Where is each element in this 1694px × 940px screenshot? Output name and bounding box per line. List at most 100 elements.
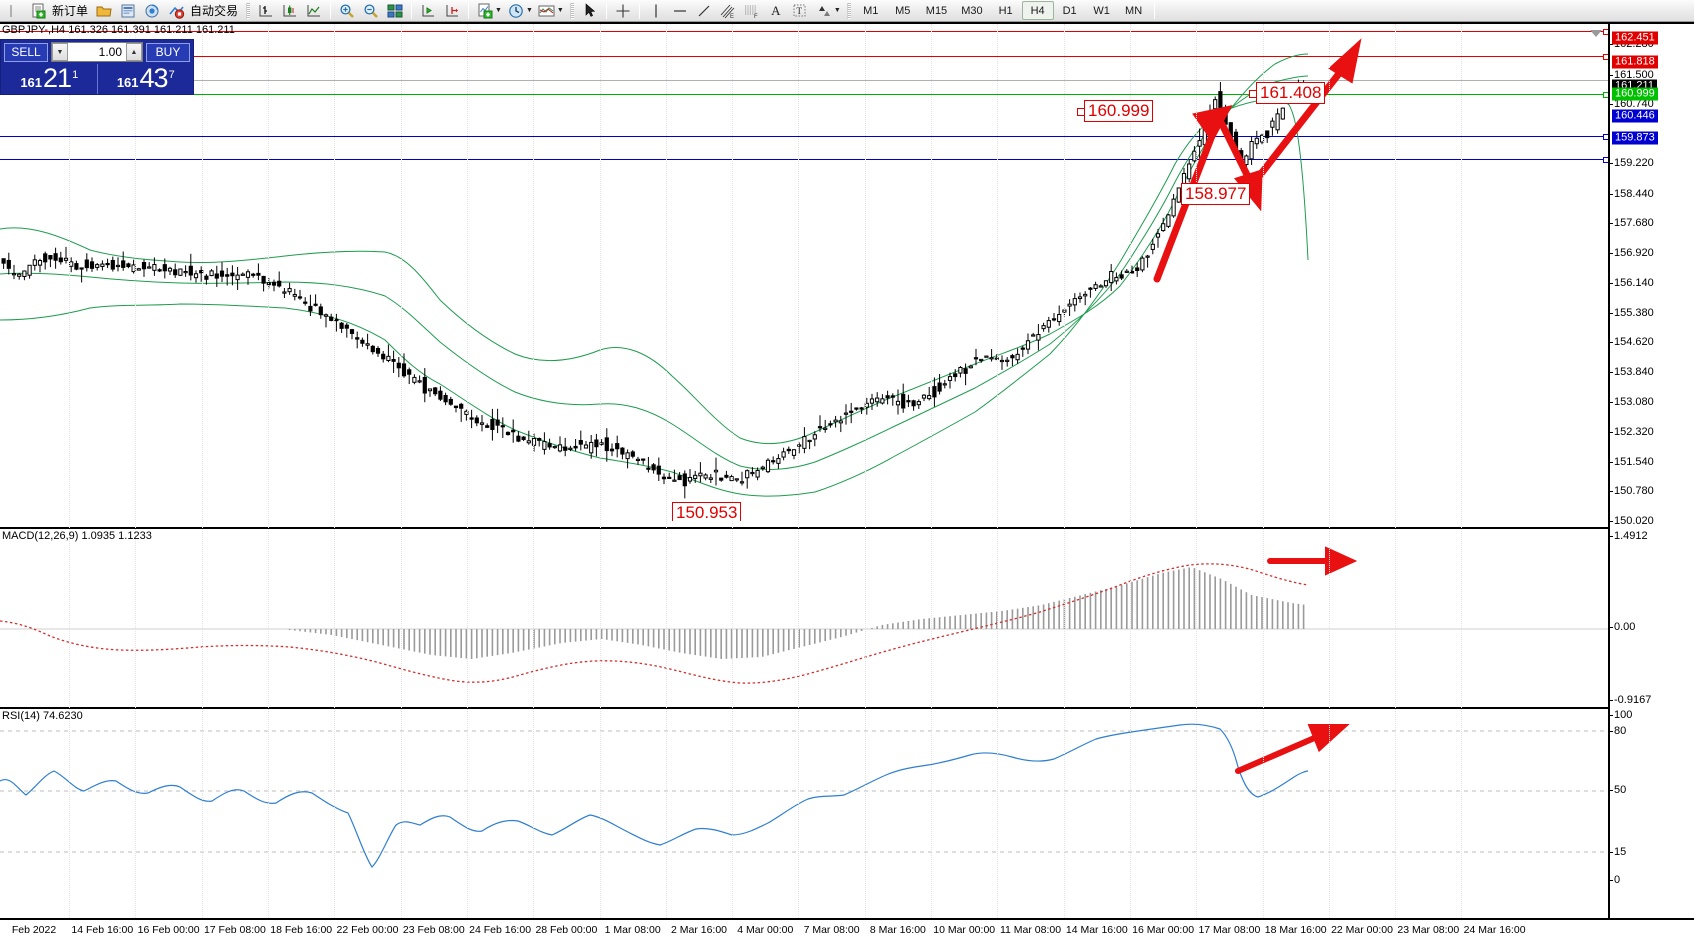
period-dropdown-icon[interactable]: ▼ <box>525 7 533 14</box>
shift-chart-icon[interactable] <box>417 1 439 21</box>
time-axis-tick: 24 Feb 16:00 <box>469 924 532 936</box>
price-axis-badge[interactable]: 161.818 <box>1612 55 1658 69</box>
time-gridline <box>997 24 999 940</box>
period-clock-icon[interactable] <box>505 1 527 21</box>
price-axis-badge[interactable]: 160.999 <box>1612 87 1658 101</box>
toolbar-separator-6 <box>1153 2 1155 19</box>
toolbar-separator-3 <box>468 2 470 19</box>
timeframe-m15[interactable]: M15 <box>925 4 948 17</box>
buy-price[interactable]: 161 43 7 <box>96 64 194 94</box>
one-click-trading-panel[interactable]: SELL ▼ 1.00 ▲ BUY 161 21 1 161 <box>0 39 194 95</box>
time-axis-tick: Feb 2022 <box>11 924 57 936</box>
timeframe-m5[interactable]: M5 <box>895 4 911 17</box>
text-label-icon[interactable]: A <box>771 2 781 18</box>
annotation-150953[interactable]: 150.953 <box>672 502 742 521</box>
auto-trading-label[interactable]: 自动交易 <box>190 4 239 18</box>
time-gridline <box>599 24 601 940</box>
price-axis-badge[interactable]: 162.451 <box>1612 31 1658 45</box>
toolbar-left-edge-icon[interactable] <box>3 1 25 21</box>
macd-axis-tick: 0.00 <box>1608 621 1636 633</box>
price-axis-tick: 150.780 <box>1609 485 1654 498</box>
line-chart-icon[interactable] <box>303 1 325 21</box>
timeframe-h4[interactable]: H4 <box>1021 1 1054 20</box>
folder-icon[interactable] <box>93 1 115 21</box>
equidistant-channel-icon[interactable]: E <box>717 1 739 21</box>
level-line-159873[interactable] <box>0 157 1608 163</box>
time-axis-tick: 18 Feb 16:00 <box>270 924 333 936</box>
macd-axis-tick: 1.4912 <box>1609 530 1648 542</box>
new-order-icon[interactable] <box>27 1 49 21</box>
candlestick-chart-icon[interactable] <box>279 1 301 21</box>
annotation-160999[interactable]: 160.999 <box>1076 100 1154 122</box>
time-axis-tick: 16 Mar 00:00 <box>1132 924 1195 936</box>
cursor-icon[interactable] <box>579 1 601 21</box>
template-icon[interactable] <box>536 1 558 21</box>
price-axis-badge[interactable]: 160.446 <box>1612 109 1658 123</box>
buy-button[interactable]: BUY <box>146 42 190 62</box>
timeframe-h1[interactable]: H1 <box>998 4 1013 17</box>
annotation-161408[interactable]: 161.408 <box>1248 82 1326 104</box>
level-line-160446[interactable] <box>0 134 1608 140</box>
navigator-icon[interactable] <box>141 1 163 21</box>
svg-text:T: T <box>797 6 803 16</box>
buy-price-prefix: 161 <box>116 75 139 90</box>
market-watch-icon[interactable] <box>117 1 139 21</box>
time-axis[interactable]: Feb 2022 14 Feb 16:00 16 Feb 00:00 17 Feb 0… <box>0 918 1694 940</box>
arrows-icon[interactable] <box>813 1 835 21</box>
toolbar-grip-1[interactable] <box>246 2 251 19</box>
level-handle[interactable] <box>1603 54 1608 60</box>
arrows-dropdown-icon[interactable]: ▼ <box>833 7 841 14</box>
horizontal-line-icon[interactable] <box>669 1 691 21</box>
template-dropdown-icon[interactable]: ▼ <box>556 7 564 14</box>
macd-chart-canvas <box>0 546 1608 684</box>
text-box-icon[interactable]: T <box>789 1 811 21</box>
trendline-icon[interactable] <box>693 1 715 21</box>
toolbar-grip-3[interactable] <box>846 2 851 19</box>
timeframe-w1[interactable]: W1 <box>1093 4 1110 17</box>
price-axis[interactable]: 162.280 161.500 160.740 159.220 158.440 157.6… <box>1608 24 1694 920</box>
chart-scroll-marker[interactable] <box>1590 24 1602 42</box>
volume-decrement-icon[interactable]: ▼ <box>52 43 68 61</box>
zoom-in-icon[interactable] <box>336 1 358 21</box>
add-indicator-dropdown-icon[interactable]: ▼ <box>495 7 502 14</box>
chart-area[interactable]: 160.999 161.408 158.977 150.953 GBPJPY-,… <box>0 22 1694 940</box>
timeframe-m1[interactable]: M1 <box>863 4 879 17</box>
timeframe-m30[interactable]: M30 <box>961 4 983 17</box>
vertical-line-icon[interactable] <box>645 1 667 21</box>
price-pane[interactable]: 160.999 161.408 158.977 150.953 GBPJPY-,… <box>0 24 1608 521</box>
fibonacci-icon[interactable]: F <box>741 1 763 21</box>
time-gridline <box>201 24 203 940</box>
price-axis-badge[interactable]: 159.873 <box>1612 131 1658 145</box>
level-handle[interactable] <box>1603 29 1608 35</box>
sell-button[interactable]: SELL <box>4 42 48 62</box>
sell-price[interactable]: 161 21 1 <box>1 64 97 94</box>
auto-scroll-icon[interactable] <box>441 1 463 21</box>
toolbar-grip-2[interactable] <box>569 2 574 19</box>
timeframe-d1[interactable]: D1 <box>1062 4 1077 17</box>
level-handle[interactable] <box>1603 134 1608 140</box>
annotation-158977[interactable]: 158.977 <box>1181 183 1251 205</box>
time-gridline <box>931 24 933 940</box>
rsi-label: RSI(14) 74.6230 <box>2 710 83 722</box>
volume-increment-icon[interactable]: ▲ <box>126 43 142 61</box>
level-line-162451[interactable] <box>0 29 1608 35</box>
crosshair-icon[interactable] <box>612 1 634 21</box>
level-handle[interactable] <box>1603 157 1608 163</box>
level-line-160999[interactable] <box>0 92 1608 98</box>
macd-pane[interactable]: MACD(12,26,9) 1.0935 1.1233 <box>0 527 1608 702</box>
bar-chart-icon[interactable] <box>255 1 277 21</box>
timeframe-mn[interactable]: MN <box>1125 4 1143 17</box>
rsi-pane[interactable]: RSI(14) 74.6230 <box>0 707 1608 920</box>
tile-windows-icon[interactable] <box>384 1 406 21</box>
time-gridline <box>798 24 800 940</box>
volume-input[interactable]: ▼ 1.00 ▲ <box>51 42 143 62</box>
new-order-label[interactable]: 新订单 <box>52 4 89 18</box>
zoom-out-icon[interactable] <box>360 1 382 21</box>
auto-trading-icon[interactable] <box>165 1 187 21</box>
add-indicator-icon[interactable] <box>474 1 496 21</box>
level-handle[interactable] <box>1603 92 1608 98</box>
level-line-161818[interactable] <box>0 54 1608 60</box>
volume-value[interactable]: 1.00 <box>98 45 122 59</box>
time-gridline <box>334 24 336 940</box>
time-axis-tick: 14 Feb 16:00 <box>71 924 134 936</box>
